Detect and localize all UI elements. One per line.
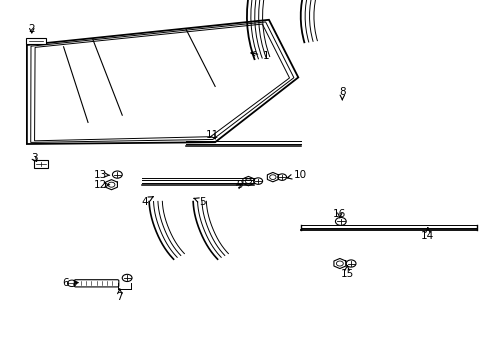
Text: 5: 5 bbox=[194, 197, 206, 207]
Text: 10: 10 bbox=[286, 170, 306, 180]
Text: 6: 6 bbox=[62, 278, 78, 288]
Text: 15: 15 bbox=[340, 266, 353, 279]
Text: 11: 11 bbox=[205, 130, 219, 140]
Text: 2: 2 bbox=[28, 24, 35, 34]
Text: 8: 8 bbox=[338, 87, 345, 100]
FancyBboxPatch shape bbox=[34, 160, 48, 168]
Text: 3: 3 bbox=[31, 153, 38, 163]
Text: 1: 1 bbox=[250, 51, 269, 61]
FancyBboxPatch shape bbox=[26, 38, 46, 44]
Text: 13: 13 bbox=[93, 170, 109, 180]
Text: 9: 9 bbox=[236, 180, 243, 190]
Text: 4: 4 bbox=[141, 197, 153, 207]
Text: 7: 7 bbox=[116, 289, 123, 302]
Text: 12: 12 bbox=[93, 180, 109, 190]
Text: 14: 14 bbox=[420, 228, 434, 241]
FancyBboxPatch shape bbox=[74, 280, 119, 287]
Text: 16: 16 bbox=[332, 209, 346, 219]
